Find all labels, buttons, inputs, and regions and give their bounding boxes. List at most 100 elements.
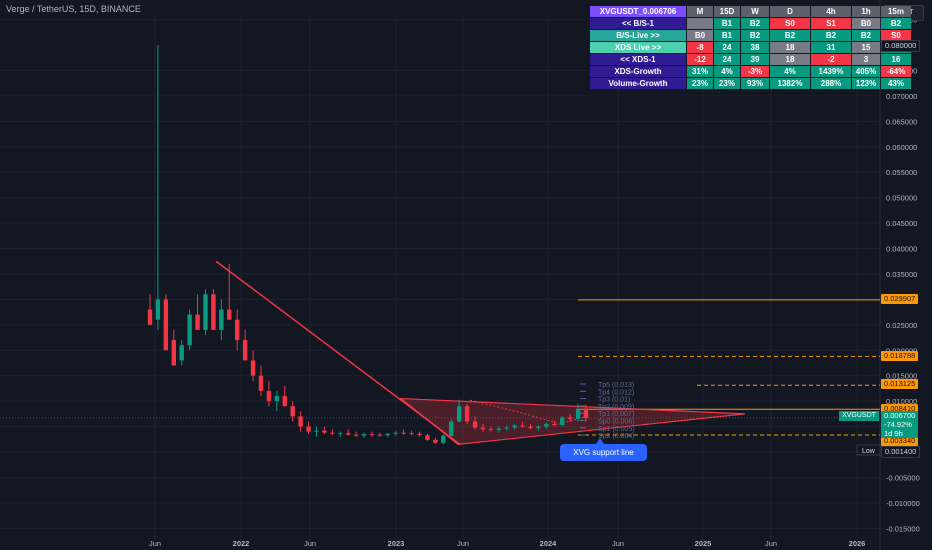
candle-body bbox=[306, 426, 311, 432]
candle-body bbox=[417, 433, 422, 436]
dashboard-cell: B2 bbox=[811, 30, 851, 41]
y-tick-label: 0.035000 bbox=[886, 270, 917, 279]
level1-price-tag: 0.029907 bbox=[881, 294, 919, 304]
dashboard-row: << B/S-1 B1 B2 S0 S1 B0 B2 bbox=[590, 18, 911, 29]
dashboard-cell: B2 bbox=[741, 30, 769, 41]
candle-body bbox=[345, 433, 351, 435]
wedge-pattern bbox=[399, 397, 746, 445]
dashboard-cell: S0 bbox=[770, 18, 810, 29]
dashboard-col-header: M bbox=[687, 6, 713, 17]
dashboard-cell: -12 bbox=[687, 54, 713, 65]
callout-pointer bbox=[596, 438, 604, 444]
x-tick-label: 2022 bbox=[233, 539, 250, 548]
dashboard-row-label: Volume-Growth bbox=[590, 78, 686, 89]
candle-body bbox=[235, 319, 240, 341]
dashboard-cell: 4% bbox=[770, 66, 810, 77]
candle-body bbox=[250, 360, 256, 376]
candle-body bbox=[369, 434, 375, 436]
candle-body bbox=[361, 434, 367, 436]
candle-body bbox=[227, 309, 232, 320]
candle-body bbox=[171, 340, 176, 366]
x-tick-label: 2025 bbox=[695, 539, 712, 548]
dashboard-row-label: << B/S-1 bbox=[590, 18, 686, 29]
dashboard-cell: 3 bbox=[852, 54, 880, 65]
dashboard-cell: S0 bbox=[881, 30, 911, 41]
candle-body bbox=[195, 314, 200, 330]
candle-body bbox=[567, 417, 573, 419]
dashboard-row: B/S-Live >> B0 B1 B2 B2 B2 B2 S0 bbox=[590, 30, 911, 41]
dashboard-cell: 1439% bbox=[811, 66, 851, 77]
dashboard-col-header: D bbox=[770, 6, 810, 17]
x-tick-label: 2023 bbox=[388, 539, 405, 548]
candle-body bbox=[409, 433, 414, 435]
dashboard-cell: 4% bbox=[714, 66, 740, 77]
dashboard-cell: 16 bbox=[881, 54, 911, 65]
high-price-tag: 0.080000 bbox=[881, 40, 921, 52]
y-tick-label: 0.010000 bbox=[886, 397, 917, 406]
dashboard-row: << XDS-1 -12 24 39 18 -2 3 16 bbox=[590, 54, 911, 65]
dashboard-cell: 1382% bbox=[770, 78, 810, 89]
candle-body bbox=[266, 390, 272, 402]
low-price-tag: 0.001400 bbox=[881, 446, 921, 458]
price-change: -74.92% bbox=[884, 420, 912, 429]
x-tick-label: Jun bbox=[304, 539, 316, 548]
dashboard-cell: B2 bbox=[881, 18, 911, 29]
low-label: Low bbox=[862, 448, 876, 455]
y-tick-label: 0.040000 bbox=[886, 245, 917, 254]
dashboard-cell: -2 bbox=[811, 54, 851, 65]
candle-body bbox=[464, 406, 470, 422]
x-tick-label: Jun bbox=[765, 539, 777, 548]
candle-body bbox=[322, 430, 327, 433]
dashboard-col-header: 4h bbox=[811, 6, 851, 17]
level4-price-tag: 0.008410 bbox=[881, 404, 919, 414]
dashboard-cell: 31 bbox=[811, 42, 851, 53]
dashboard-cell: -3% bbox=[741, 66, 769, 77]
y-tick-label: 0.070000 bbox=[886, 92, 917, 101]
y-tick-label: -0.015000 bbox=[886, 524, 920, 533]
dashboard-cell: 43% bbox=[881, 78, 911, 89]
symbol-tag: XVGUSDT bbox=[839, 411, 879, 421]
target-label: Sp1 (0.005) bbox=[598, 426, 635, 433]
candle-body bbox=[377, 434, 383, 436]
level2-price-tag: 0.018788 bbox=[881, 351, 919, 361]
candle-body bbox=[290, 406, 295, 417]
dashboard-cell: B0 bbox=[687, 30, 713, 41]
dashboard-col-header: 15D bbox=[714, 6, 740, 17]
target-label: Tp3 (0.01) bbox=[598, 397, 630, 404]
dashboard-cell: 38 bbox=[741, 42, 769, 53]
candle-body bbox=[528, 426, 533, 429]
dashboard-cell: B1 bbox=[714, 30, 740, 41]
dashboard-symbol: XVGUSDT_0.006706 bbox=[590, 6, 686, 17]
candle-body bbox=[520, 425, 525, 427]
dashboard-cell: 18 bbox=[770, 54, 810, 65]
dashboard-cell bbox=[687, 18, 713, 29]
candle-body bbox=[433, 439, 438, 443]
candle-body bbox=[456, 406, 462, 422]
dashboard-row: XDS Live >>-824381831158 bbox=[590, 42, 911, 53]
projection-path bbox=[469, 399, 591, 425]
last-price-tag: 0.006700 -74.92% 1d 9h bbox=[881, 411, 919, 438]
target-label: Sp0 (0.006) bbox=[598, 419, 635, 426]
y-tick-label: 0.065000 bbox=[886, 117, 917, 126]
candle-body bbox=[560, 417, 565, 426]
candle-body bbox=[425, 435, 430, 440]
candle-body bbox=[274, 396, 280, 402]
last-price: 0.006700 bbox=[884, 411, 916, 420]
level3-price-tag: 0.013125 bbox=[881, 379, 919, 389]
dashboard-col-header: 15m bbox=[881, 6, 911, 17]
candle-body bbox=[480, 427, 486, 430]
candle-body bbox=[298, 416, 303, 427]
dashboard-cell: 288% bbox=[811, 78, 851, 89]
candle-body bbox=[155, 299, 161, 320]
candle-body bbox=[496, 428, 501, 431]
dashboard-row-label: XDS Live >> bbox=[590, 42, 686, 53]
low-label-box bbox=[856, 444, 881, 456]
dashboard-cell: 123% bbox=[852, 78, 880, 89]
dashboard-cell: B2 bbox=[852, 30, 880, 41]
candle-body bbox=[203, 294, 208, 330]
candle-body bbox=[488, 429, 494, 431]
dashboard-row: Volume-Growth 23% 23% 93% 1382% 288% 123% 43% bbox=[590, 78, 911, 89]
candle-body bbox=[536, 426, 541, 429]
dashboard-cell: B2 bbox=[741, 18, 769, 29]
